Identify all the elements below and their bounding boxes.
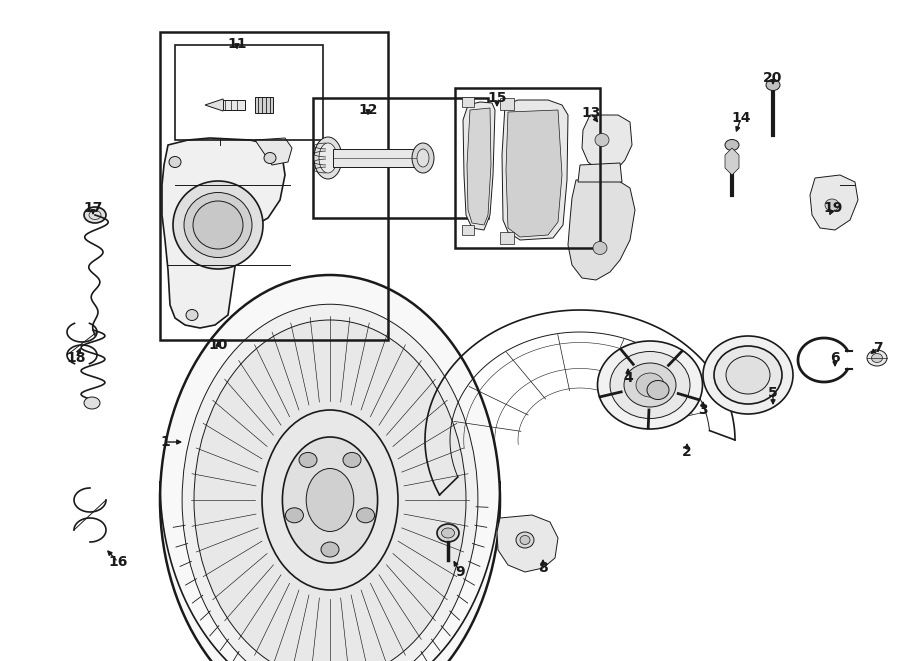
Ellipse shape — [314, 137, 342, 179]
Ellipse shape — [726, 356, 770, 394]
Text: 16: 16 — [108, 555, 128, 569]
Text: 6: 6 — [830, 351, 840, 365]
Polygon shape — [497, 515, 558, 572]
Ellipse shape — [285, 508, 303, 523]
Bar — [500, 98, 514, 110]
Text: 19: 19 — [824, 201, 842, 215]
Text: 14: 14 — [731, 111, 751, 125]
Text: 4: 4 — [623, 371, 633, 385]
Text: 5: 5 — [768, 386, 778, 400]
Ellipse shape — [725, 139, 739, 151]
Ellipse shape — [593, 241, 607, 254]
Ellipse shape — [442, 528, 454, 538]
Ellipse shape — [766, 79, 780, 91]
Ellipse shape — [319, 143, 337, 173]
Ellipse shape — [299, 452, 317, 467]
Ellipse shape — [184, 192, 252, 258]
Bar — [462, 225, 474, 235]
Ellipse shape — [160, 275, 500, 661]
Bar — [462, 97, 474, 107]
Polygon shape — [506, 110, 562, 237]
Text: 13: 13 — [581, 106, 600, 120]
Polygon shape — [502, 100, 568, 240]
Text: 10: 10 — [208, 338, 228, 352]
Ellipse shape — [867, 350, 887, 366]
Text: 8: 8 — [538, 561, 548, 575]
Ellipse shape — [595, 134, 609, 147]
Text: 18: 18 — [67, 351, 86, 365]
Ellipse shape — [412, 143, 434, 173]
Ellipse shape — [598, 341, 703, 429]
Ellipse shape — [871, 354, 883, 362]
Polygon shape — [205, 99, 225, 111]
Ellipse shape — [193, 201, 243, 249]
Ellipse shape — [173, 181, 263, 269]
Polygon shape — [725, 148, 739, 175]
Ellipse shape — [84, 207, 106, 223]
Bar — [333, 149, 423, 167]
Bar — [455, 88, 600, 248]
Ellipse shape — [714, 346, 782, 404]
Ellipse shape — [516, 532, 534, 548]
Text: 20: 20 — [763, 71, 783, 85]
Text: 17: 17 — [84, 201, 103, 215]
Ellipse shape — [306, 469, 354, 531]
Bar — [313, 98, 488, 218]
Polygon shape — [467, 108, 491, 225]
Ellipse shape — [636, 373, 664, 397]
Ellipse shape — [262, 410, 398, 590]
Ellipse shape — [169, 157, 181, 167]
Bar — [223, 100, 245, 110]
Polygon shape — [463, 102, 495, 230]
Polygon shape — [582, 115, 632, 172]
Ellipse shape — [84, 397, 100, 409]
Text: 15: 15 — [487, 91, 507, 105]
Ellipse shape — [264, 153, 276, 163]
Ellipse shape — [437, 524, 459, 542]
Ellipse shape — [703, 336, 793, 414]
Ellipse shape — [186, 309, 198, 321]
Ellipse shape — [194, 320, 466, 661]
Ellipse shape — [624, 363, 676, 407]
Ellipse shape — [610, 352, 690, 418]
Text: 2: 2 — [682, 445, 692, 459]
Polygon shape — [162, 138, 285, 328]
Ellipse shape — [520, 535, 530, 545]
Ellipse shape — [825, 199, 839, 211]
Ellipse shape — [356, 508, 374, 523]
Polygon shape — [568, 178, 635, 280]
Ellipse shape — [417, 149, 429, 167]
Ellipse shape — [182, 304, 478, 661]
Bar — [500, 232, 514, 244]
Bar — [175, 45, 323, 140]
Text: 7: 7 — [873, 341, 883, 355]
Text: 3: 3 — [698, 403, 707, 417]
Text: 1: 1 — [160, 435, 170, 449]
Ellipse shape — [283, 437, 378, 563]
Ellipse shape — [647, 381, 669, 399]
Bar — [255, 97, 273, 113]
Polygon shape — [255, 138, 292, 165]
Polygon shape — [578, 163, 622, 182]
Ellipse shape — [343, 452, 361, 467]
Polygon shape — [810, 175, 858, 230]
Bar — [160, 32, 388, 340]
Text: 9: 9 — [455, 565, 464, 579]
Text: 11: 11 — [227, 37, 247, 51]
Text: 12: 12 — [358, 103, 378, 117]
Ellipse shape — [321, 542, 339, 557]
